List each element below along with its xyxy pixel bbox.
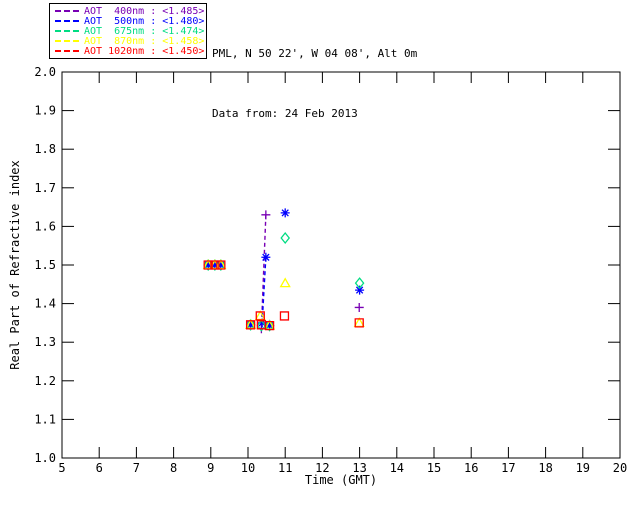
plot-border (61, 71, 621, 459)
legend-entry-label: AOT 1020nm : <1.450> (84, 45, 205, 57)
marker-aot-675nm (216, 258, 226, 272)
y-tick-label: 1.2 (34, 374, 56, 388)
marker-aot-500nm (203, 260, 213, 270)
marker-aot-675nm (256, 319, 267, 332)
marker-aot-675nm (354, 277, 365, 290)
x-tick-label: 8 (170, 461, 177, 475)
y-tick-label: 1.7 (34, 181, 56, 195)
x-axis-title: Time (GMT) (304, 473, 378, 487)
y-tick-label: 2.0 (34, 65, 56, 79)
marker-aot-870nm (279, 277, 291, 288)
legend-entry-label: AOT 400nm : <1.485> (84, 5, 205, 17)
y-tick-label: 1.5 (34, 258, 56, 272)
legend-line-sample (55, 40, 79, 42)
legend-entry-label: AOT 870nm : <1.458> (84, 35, 205, 47)
marker-aot-500nm (265, 321, 275, 331)
marker-aot-1020nm (255, 311, 265, 321)
x-tick-label: 18 (538, 461, 552, 475)
y-tick-label: 1.9 (34, 104, 56, 118)
y-tick-label: 1.1 (34, 412, 56, 426)
x-tick-label: 10 (241, 461, 255, 475)
y-tick-label: 1.6 (34, 219, 56, 233)
marker-aot-500nm (261, 252, 271, 262)
marker-aot-1020nm (245, 320, 256, 330)
x-tick-label: 7 (133, 461, 140, 475)
marker-aot-870nm (353, 317, 365, 328)
x-tick-label: 6 (96, 461, 103, 475)
marker-aot-500nm (257, 318, 267, 328)
x-tick-label: 14 (390, 461, 404, 475)
y-axis-title: Real Part of Refractive index (8, 160, 22, 370)
legend-entry: AOT 870nm : <1.458> (55, 35, 205, 47)
legend-line-sample (55, 50, 79, 52)
marker-aot-675nm (280, 231, 291, 245)
series-connect-line (260, 214, 267, 329)
marker-aot-400nm (261, 210, 271, 220)
y-tick-label: 1.4 (34, 297, 56, 311)
marker-aot-500nm (246, 320, 256, 330)
marker-aot-1020nm (264, 320, 275, 331)
legend-entry: AOT 675nm : <1.474> (55, 25, 205, 37)
legend-line-sample (55, 20, 79, 22)
date-info-text: Data from: 24 Feb 2013 (212, 107, 358, 120)
marker-aot-870nm (254, 310, 266, 321)
x-tick-label: 12 (315, 461, 329, 475)
marker-aot-1020nm (354, 318, 364, 328)
marker-aot-500nm (216, 260, 226, 270)
marker-aot-675nm (245, 318, 256, 331)
legend-entry: AOT 400nm : <1.485> (55, 5, 205, 17)
site-info-text: PML, N 50 22', W 04 08', Alt 0m (212, 47, 418, 60)
marker-aot-675nm (264, 319, 275, 332)
x-tick-label: 15 (427, 461, 441, 475)
y-tick-label: 1.8 (34, 142, 56, 156)
x-tick-label: 17 (501, 461, 515, 475)
marker-aot-500nm (280, 208, 290, 218)
legend-entry: AOT 1020nm : <1.450> (55, 45, 205, 57)
marker-aot-1020nm (216, 260, 226, 270)
marker-aot-500nm (210, 260, 220, 270)
x-tick-label: 5 (58, 461, 65, 475)
plot-header: PML, N 50 22', W 04 08', Alt 0m Data fro… (212, 4, 417, 164)
x-tick-label: 20 (613, 461, 627, 475)
marker-aot-1020nm (279, 311, 290, 321)
legend-line-sample (55, 30, 79, 32)
legend-entry-label: AOT 500nm : <1.480> (84, 15, 205, 27)
x-tick-label: 16 (464, 461, 478, 475)
legend-box: AOT 400nm : <1.485> AOT 500nm : <1.480> AO… (49, 3, 207, 59)
series-connect-line (261, 257, 267, 323)
x-tick-label: 19 (576, 461, 590, 475)
legend-entry: AOT 500nm : <1.480> (55, 15, 205, 27)
legend-entry-label: AOT 675nm : <1.474> (84, 25, 205, 37)
marker-aot-500nm (355, 285, 365, 295)
legend-line-sample (55, 10, 79, 12)
x-tick-label: 11 (278, 461, 292, 475)
y-tick-label: 1.0 (34, 451, 56, 465)
x-tick-label: 13 (352, 461, 366, 475)
y-tick-label: 1.3 (34, 335, 56, 349)
x-tick-label: 9 (207, 461, 214, 475)
marker-aot-400nm (354, 302, 364, 312)
